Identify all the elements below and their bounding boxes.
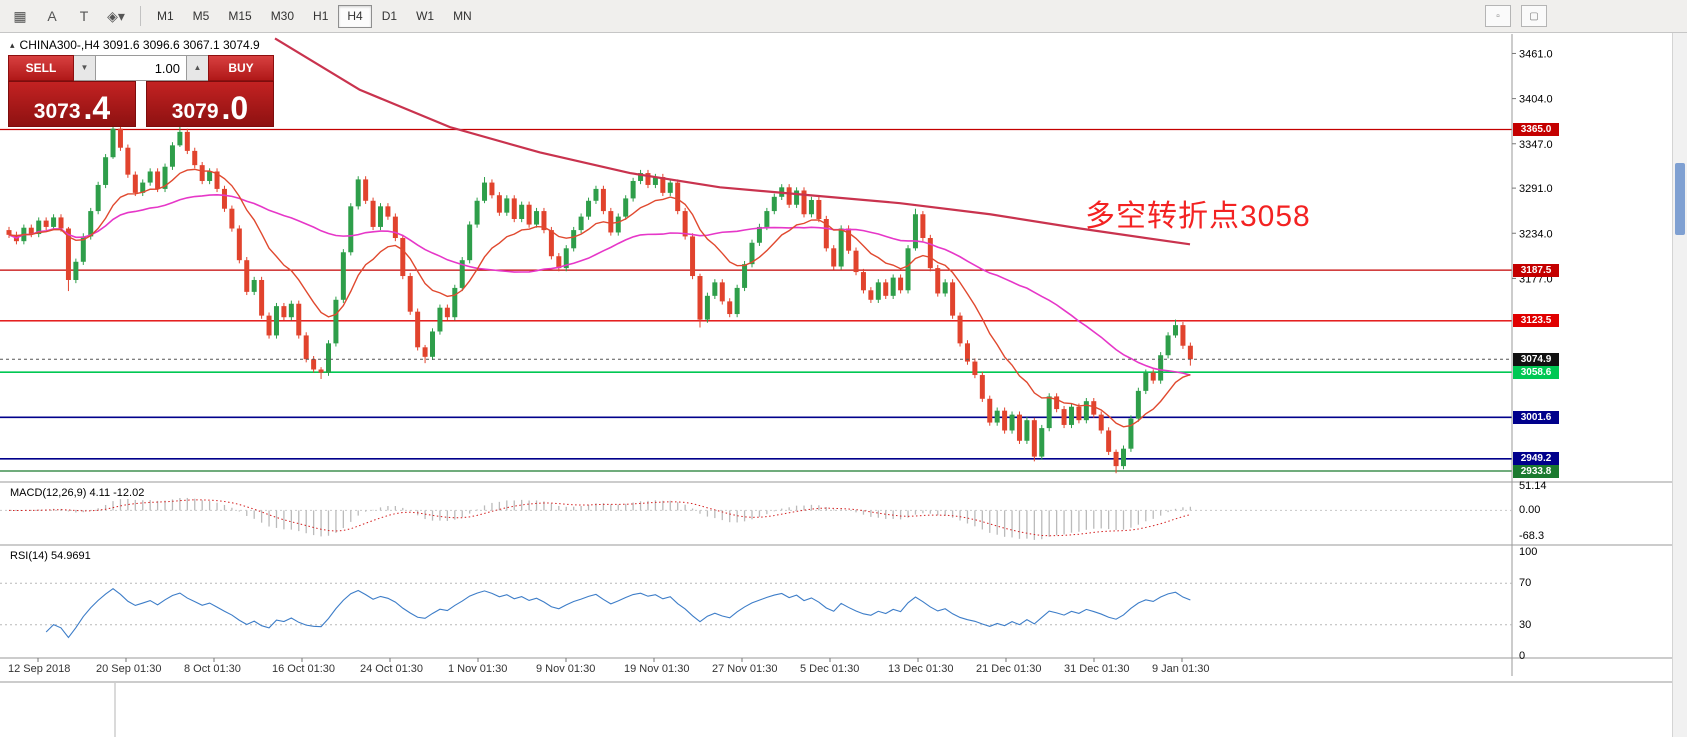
volume-input[interactable] [95,55,187,81]
sell-price-frac: .4 [83,89,111,126]
time-label: 20 Sep 01:30 [96,663,161,675]
time-label: 5 Dec 01:30 [800,663,859,675]
time-label: 8 Oct 01:30 [184,663,241,675]
level-price-tag[interactable]: 3123.5 [1513,314,1559,328]
candlestick-series [6,122,1193,474]
scrollbar-thumb[interactable] [1675,163,1685,235]
macd-axis-label: 51.14 [1519,480,1547,492]
time-axis[interactable]: 12 Sep 2018 20 Sep 01:30 8 Oct 01:30 16 Oct… [8,658,1210,675]
time-label: 12 Sep 2018 [8,663,70,675]
current-price-tag[interactable]: 3074.9 [1513,352,1559,366]
level-price-tag[interactable]: 3187.5 [1513,263,1559,277]
toolbar: ▦ A T ◈▾ M1 M5 M15 M30 H1 H4 D1 W1 MN ▫ ▢ [0,0,1687,33]
cursor-tool-icon[interactable]: A [37,4,67,29]
chart-header: ▴ CHINA300-,H4 3091.6 3096.6 3067.1 3074… [10,38,260,52]
ohlc-readout: CHINA300-,H4 3091.6 3096.6 3067.1 3074.9 [19,38,260,52]
dots-icon[interactable]: ▫ [1485,5,1511,27]
rsi-axis-label: 70 [1519,577,1532,590]
price-tick-label: 3234.0 [1519,228,1553,240]
level-price-tag[interactable]: 2949.2 [1513,452,1559,466]
macd-axis-label: 0.00 [1519,504,1541,517]
collapse-arrow-icon[interactable]: ▴ [10,39,15,50]
timeframe-button-m5[interactable]: M5 [184,5,219,28]
timeframe-button-h1[interactable]: H1 [304,5,337,28]
level-price-tag[interactable]: 3365.0 [1513,123,1559,136]
macd-axis-label: -68.3 [1519,530,1545,542]
price-tick-label: 3347.0 [1519,139,1553,151]
price-tick-label: 3461.0 [1519,48,1553,60]
ma-medium-line [8,194,1191,376]
macd-signal-line [8,499,1191,537]
text-tool-icon[interactable]: T [69,4,99,29]
ma-fast-line [8,168,1191,428]
timeframe-button-mn[interactable]: MN [444,5,481,28]
window-box-icon[interactable]: ▢ [1521,5,1547,27]
timeframe-button-m15[interactable]: M15 [219,5,260,28]
timeframe-buttons-group: M1 M5 M15 M30 H1 H4 D1 W1 MN [148,4,482,28]
sell-price-display[interactable]: 3073 .4 [8,81,136,127]
price-tick-label: 3404.0 [1519,94,1553,106]
rsi-axis-label: 0 [1519,650,1526,662]
time-label: 27 Nov 01:30 [712,663,777,675]
rsi-line [45,588,1191,639]
rsi-axis-label: 30 [1519,618,1532,631]
panel-dividers [0,34,1672,737]
time-label: 1 Nov 01:30 [448,663,507,675]
level-price-tag[interactable]: 3001.6 [1513,410,1559,424]
sell-price-main: 3073 [33,100,81,123]
ma-longterm-line [274,37,1191,246]
macd-histogram [15,497,1192,540]
time-label: 9 Jan 01:30 [1152,663,1210,675]
level-price-tag[interactable]: 3058.6 [1513,365,1559,379]
level-price-tag[interactable]: 2933.8 [1513,464,1559,478]
sell-button[interactable]: SELL [8,55,74,81]
rsi-indicator-label: RSI(14) 54.9691 [10,550,91,562]
time-label: 9 Nov 01:30 [536,663,595,675]
rsi-axis-label: 100 [1519,546,1538,558]
toolbar-right-group: ▫ ▢ [1485,5,1547,27]
volume-decrease-button[interactable]: ▼ [74,55,95,81]
buy-button[interactable]: BUY [208,55,274,81]
volume-increase-button[interactable]: ▲ [187,55,208,81]
toolbar-separator [140,6,141,26]
buy-price-main: 3079 [171,100,219,123]
time-label: 19 Nov 01:30 [624,663,689,675]
macd-indicator-label: MACD(12,26,9) 4.11 -12.02 [10,487,145,499]
time-label: 13 Dec 01:30 [888,663,953,675]
time-label: 16 Oct 01:30 [272,663,335,675]
timeframe-button-w1[interactable]: W1 [407,5,443,28]
drawing-tools-group: ▦ A T ◈▾ [5,4,133,29]
buy-price-display[interactable]: 3079 .0 [146,81,274,127]
buy-price-frac: .0 [221,89,249,126]
time-label: 24 Oct 01:30 [360,663,423,675]
timeframe-button-d1[interactable]: D1 [373,5,406,28]
price-tick-label: 3291.0 [1519,183,1553,195]
time-label: 21 Dec 01:30 [976,663,1041,675]
timeframe-button-m30[interactable]: M30 [262,5,303,28]
crosshair-grid-icon[interactable]: ▦ [5,4,35,29]
time-label: 31 Dec 01:30 [1064,663,1129,675]
horizontal-level-lines[interactable] [0,128,1512,472]
timeframe-button-m1[interactable]: M1 [148,5,183,28]
shapes-tool-icon[interactable]: ◈▾ [101,4,131,29]
vertical-scrollbar[interactable] [1672,33,1687,737]
timeframe-button-h4[interactable]: H4 [338,4,372,28]
chart-annotation-text[interactable]: 多空转折点3058 [1085,200,1311,233]
one-click-trading-panel: SELL ▼ ▲ BUY 3073 .4 3079 .0 [8,55,274,127]
